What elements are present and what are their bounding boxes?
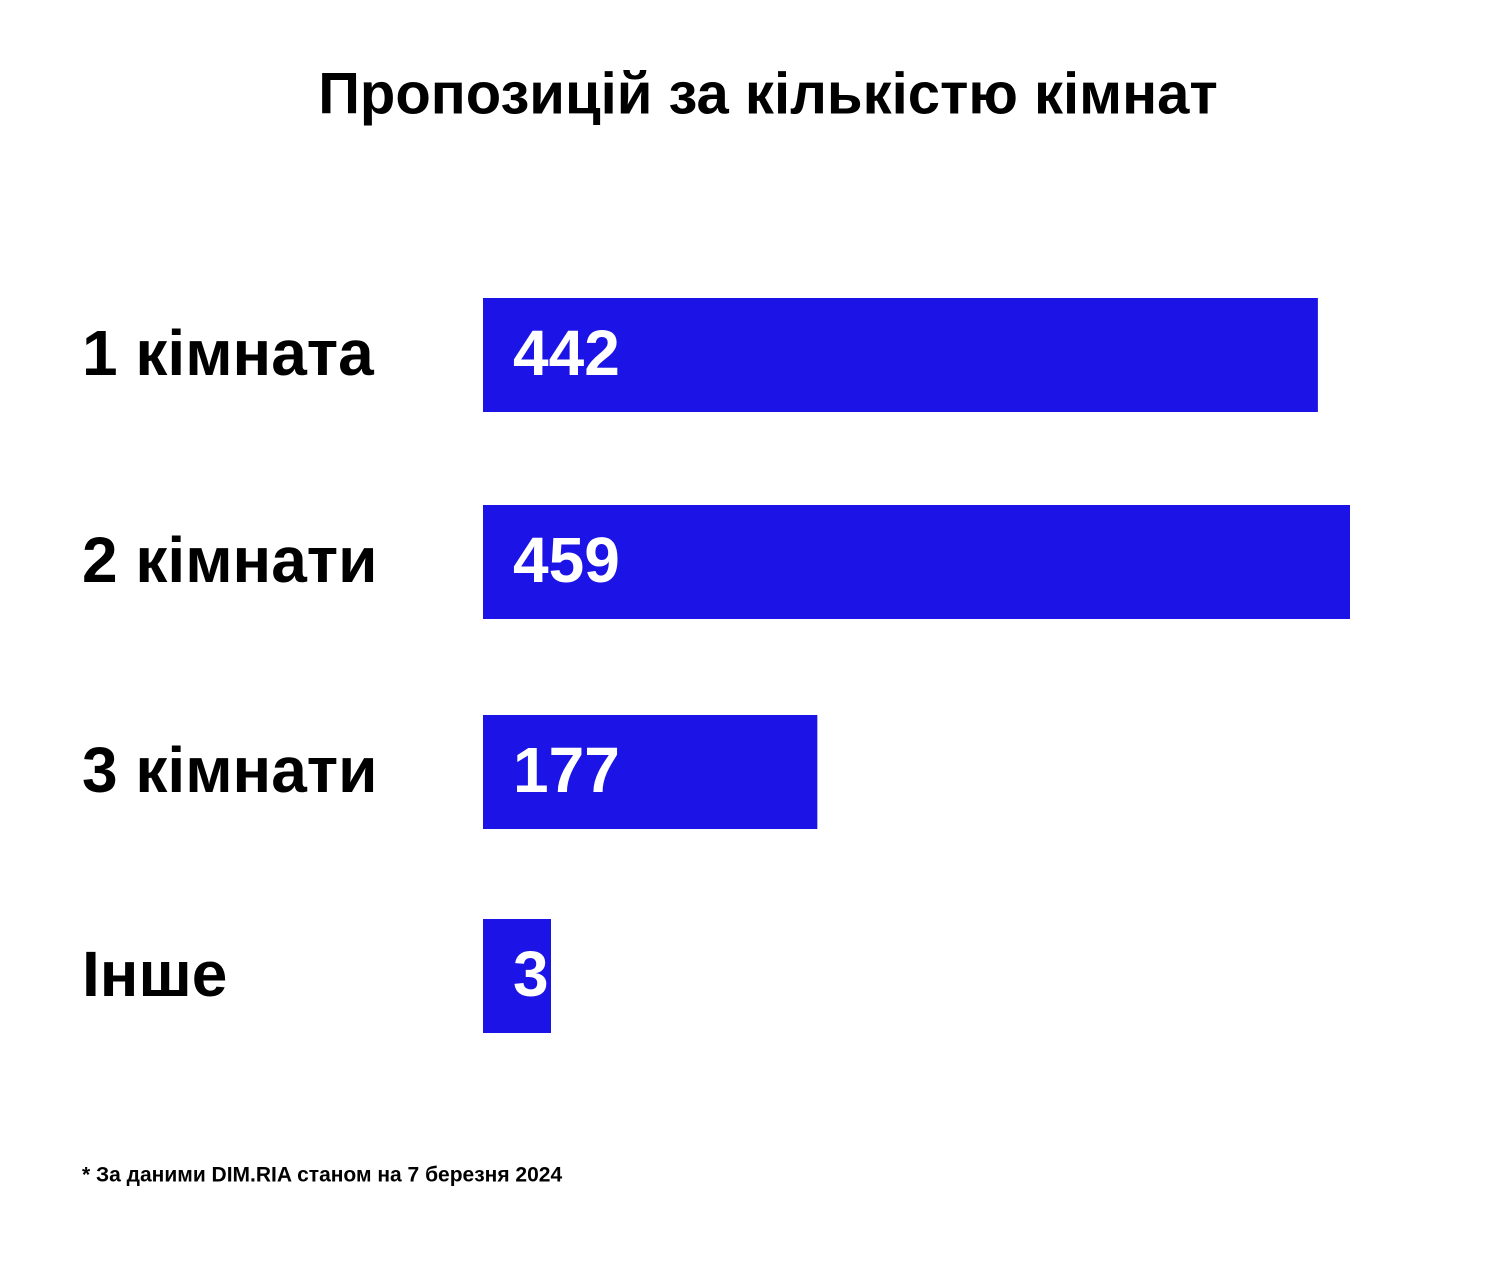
bar: [483, 715, 818, 829]
footnote: * За даними DIM.RIA станом на 7 березня …: [82, 1164, 562, 1187]
bar: [483, 919, 551, 1033]
category-label: 1 кімната: [82, 317, 374, 389]
value-label: 442: [513, 317, 620, 389]
bar: [483, 298, 1318, 412]
value-label: 177: [513, 734, 620, 806]
value-label: 459: [513, 524, 620, 596]
bar: [483, 505, 1350, 619]
category-label: 2 кімнати: [82, 524, 377, 596]
value-label: 36: [513, 938, 584, 1010]
chart-title: Пропозицій за кількістю кімнат: [318, 61, 1218, 126]
category-label: Інше: [82, 938, 227, 1010]
category-label: 3 кімнати: [82, 734, 377, 806]
